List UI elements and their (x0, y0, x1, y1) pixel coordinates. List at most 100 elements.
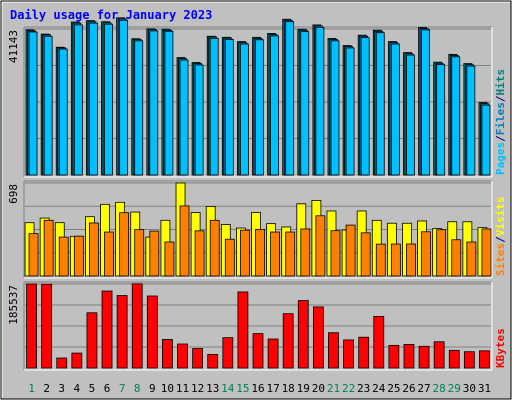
x-tick-label-day-28: 28 (433, 382, 446, 395)
bar-sites-day-7 (119, 212, 130, 277)
bar-kbytes-day-31 (479, 350, 490, 369)
legend-separator: / (494, 135, 507, 142)
bar-kbytes-day-17 (267, 338, 279, 369)
bar-pages-day-19 (300, 31, 310, 176)
panel-kbytes: 185537 KBytes (7, 281, 507, 371)
x-tick-label-day-18: 18 (282, 382, 295, 395)
x-tick-label-day-29: 29 (448, 382, 461, 395)
bar-sites-day-26 (406, 243, 416, 277)
y-max-label: 185537 (7, 285, 20, 325)
x-tick-label-day-1: 1 (28, 382, 35, 395)
bar-kbytes-day-15 (237, 291, 249, 369)
bar-pages-day-6 (104, 23, 113, 176)
y-max-label: 41143 (7, 30, 20, 63)
bar-kbytes-day-29 (448, 349, 460, 369)
x-tick-label-day-10: 10 (161, 382, 174, 395)
bar-sites-day-2 (43, 219, 54, 277)
bar-sites-day-4 (73, 235, 84, 277)
legend-entry-pages: Pages (494, 142, 507, 175)
bar-pages-day-7 (119, 19, 129, 176)
legend-entry-files: Files (494, 102, 507, 135)
legend-separator: / (494, 95, 507, 102)
bar-kbytes-day-24 (373, 315, 385, 369)
bar-kbytes-day-14 (222, 337, 234, 369)
x-tick-label-day-17: 17 (266, 382, 279, 395)
bar-pages-day-14 (224, 39, 234, 176)
bar-sites-day-25 (390, 243, 401, 277)
bar-kbytes-day-9 (146, 295, 158, 369)
x-tick-label-day-5: 5 (89, 382, 96, 395)
bar-sites-day-20 (315, 215, 326, 277)
bar-pages-day-28 (436, 64, 446, 176)
bar-kbytes-day-16 (252, 333, 264, 369)
bar-sites-day-13 (209, 219, 220, 277)
bar-sites-day-30 (466, 241, 477, 277)
bar-pages-day-29 (451, 56, 461, 176)
bar-sites-day-21 (330, 230, 341, 277)
bar-pages-day-18 (285, 21, 295, 176)
bar-sites-day-10 (164, 241, 175, 277)
x-tick-label-day-7: 7 (119, 382, 126, 395)
legend-entry-visits: Visits (494, 197, 507, 237)
bar-sites-day-31 (481, 228, 492, 277)
bar-kbytes-day-26 (403, 344, 415, 369)
x-tick-label-day-16: 16 (251, 382, 264, 395)
bar-pages-day-9 (149, 30, 159, 176)
bar-sites-day-16 (255, 228, 265, 277)
legend-entry-sites: Sites (494, 243, 507, 276)
bar-pages-day-3 (58, 48, 68, 176)
bar-kbytes-day-25 (388, 344, 400, 369)
x-tick-label-day-31: 31 (478, 382, 491, 395)
bar-pages-day-1 (28, 31, 38, 176)
bar-pages-day-27 (421, 29, 430, 176)
chart-panels: 41143Pages/Files/Hits698Sites/Visits1855… (7, 17, 507, 371)
bar-sites-day-1 (28, 233, 39, 277)
legend: KBytes (494, 328, 507, 368)
bar-pages-day-23 (360, 37, 370, 176)
bar-kbytes-day-10 (162, 339, 173, 369)
bar-pages-day-22 (345, 47, 355, 176)
bar-sites-day-11 (179, 205, 190, 277)
bar-kbytes-day-7 (116, 295, 128, 369)
x-tick-label-day-30: 30 (463, 382, 476, 395)
bar-kbytes-day-28 (433, 341, 445, 369)
bar-sites-day-19 (300, 228, 311, 277)
x-tick-label-day-27: 27 (417, 382, 430, 395)
bar-sites-day-18 (285, 231, 296, 277)
x-tick-label-day-23: 23 (357, 382, 370, 395)
bar-kbytes-day-20 (312, 306, 324, 369)
bar-sites-day-17 (270, 231, 281, 277)
legend: Pages/Files/Hits (494, 69, 507, 175)
bar-sites-day-8 (134, 229, 145, 277)
bar-sites-day-29 (451, 239, 462, 277)
bar-kbytes-day-12 (192, 348, 204, 369)
bar-pages-day-24 (375, 32, 385, 176)
bar-pages-day-17 (270, 35, 280, 176)
bar-sites-day-28 (436, 229, 447, 277)
bar-sites-day-15 (239, 229, 250, 277)
bar-kbytes-day-3 (56, 357, 68, 369)
legend: Sites/Visits (494, 197, 507, 277)
bar-pages-day-2 (43, 35, 53, 176)
bar-sites-day-5 (89, 222, 99, 277)
x-tick-label-day-9: 9 (149, 382, 156, 395)
bar-sites-day-12 (194, 230, 205, 277)
x-tick-label-day-22: 22 (342, 382, 355, 395)
x-tick-label-day-21: 21 (327, 382, 340, 395)
panel-hits-files-pages: 41143 Pages/Files/Hits (7, 17, 507, 178)
bar-pages-day-15 (239, 43, 249, 176)
bar-sites-day-24 (375, 243, 386, 277)
x-tick-label-day-13: 13 (206, 382, 219, 395)
x-tick-label-day-4: 4 (74, 382, 81, 395)
x-tick-label-day-19: 19 (297, 382, 310, 395)
x-tick-label-day-11: 11 (176, 382, 189, 395)
bar-sites-day-6 (104, 231, 114, 277)
bar-pages-day-8 (134, 40, 144, 176)
legend-entry-kbytes: KBytes (494, 328, 507, 368)
bar-kbytes-day-4 (71, 352, 83, 369)
bar-kbytes-day-13 (207, 354, 219, 369)
bar-kbytes-day-19 (297, 300, 309, 369)
bar-pages-day-16 (255, 39, 264, 176)
bar-pages-day-30 (466, 65, 476, 176)
